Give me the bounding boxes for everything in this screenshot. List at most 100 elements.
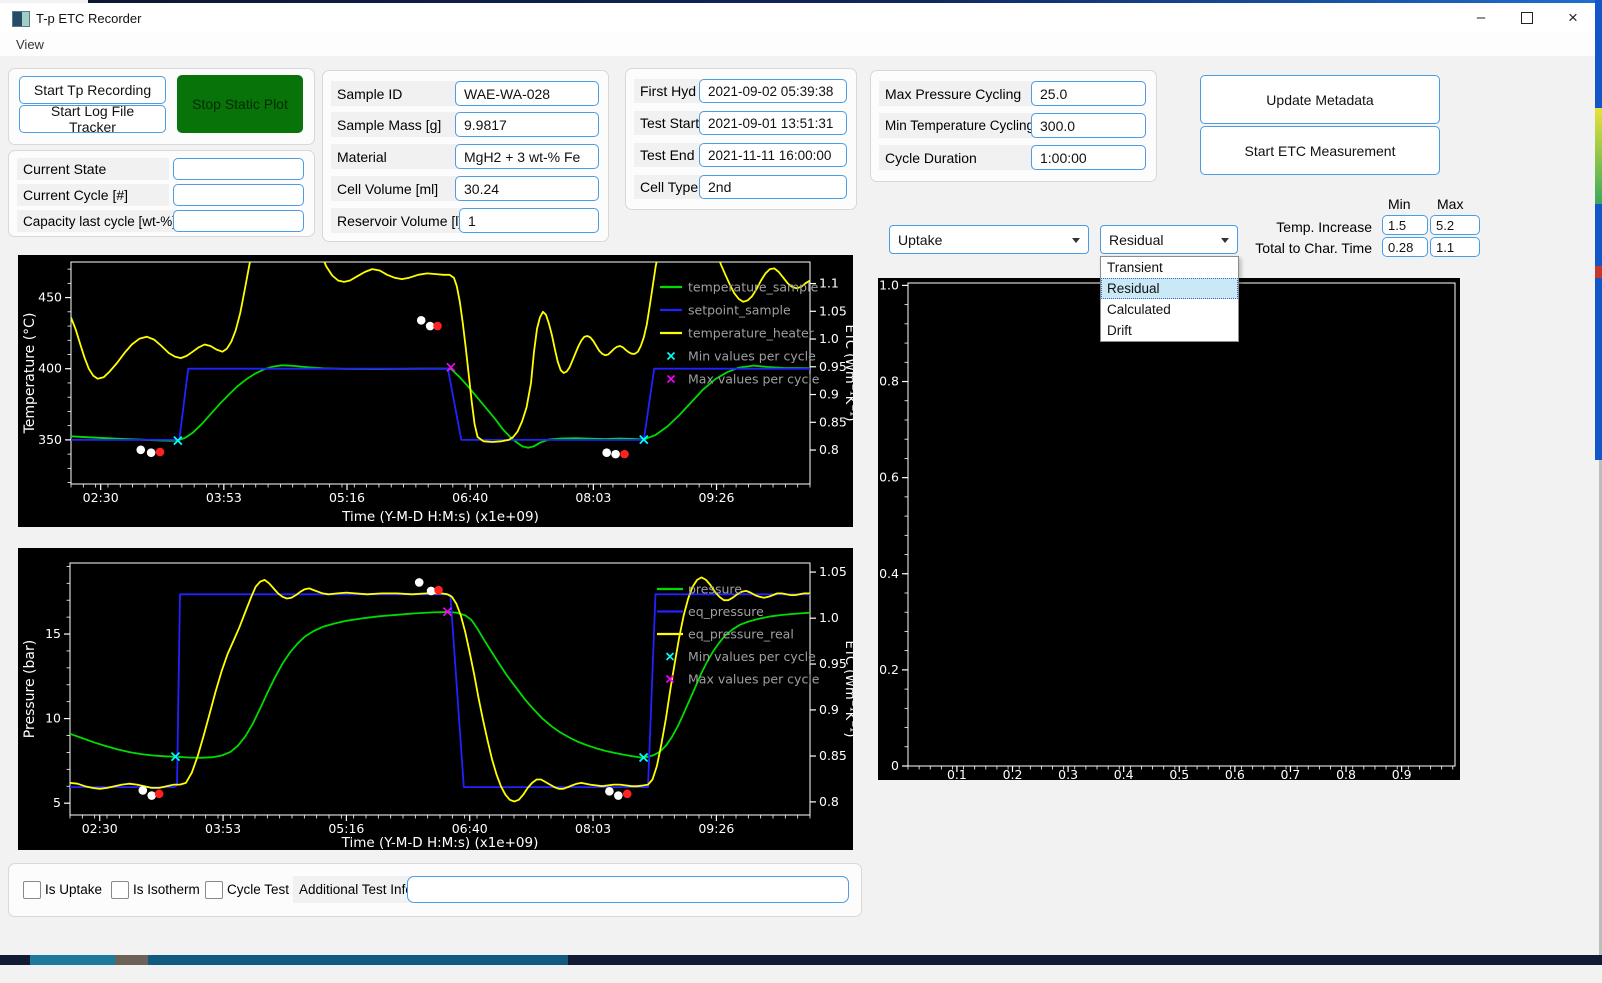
temp-increase-min-field[interactable] <box>1382 215 1428 235</box>
max-column-header: Max <box>1437 196 1464 212</box>
cycle-duration-field[interactable] <box>1031 145 1146 170</box>
dropdown-option-calculated[interactable]: Calculated <box>1107 302 1171 317</box>
total-to-char-time-min-field[interactable] <box>1382 237 1428 257</box>
maximize-button[interactable] <box>1504 3 1550 33</box>
update-metadata-button[interactable]: Update Metadata <box>1200 75 1440 124</box>
menu-view[interactable]: View <box>16 37 44 52</box>
total-to-char-time-max-field[interactable] <box>1430 237 1480 257</box>
close-button[interactable]: × <box>1568 8 1578 27</box>
background-window-top-edge <box>88 0 1602 3</box>
svg-text:Min values per cycle: Min values per cycle <box>688 349 816 364</box>
start-tp-recording-button[interactable]: Start Tp Recording <box>19 76 166 104</box>
chevron-down-icon <box>1221 237 1229 243</box>
svg-text:0.8: 0.8 <box>1336 767 1356 780</box>
svg-text:03:53: 03:53 <box>205 821 241 836</box>
svg-text:0.4: 0.4 <box>879 566 899 581</box>
svg-text:0: 0 <box>891 758 899 773</box>
first-hyd-field[interactable] <box>699 79 847 103</box>
background-window-bottom-edge-blue <box>148 955 568 965</box>
cycle-test-checkbox[interactable] <box>205 881 223 899</box>
cell-type-field[interactable] <box>699 175 847 199</box>
material-label: Material <box>331 144 461 169</box>
svg-text:0.7: 0.7 <box>1281 767 1301 780</box>
dropdown-option-drift[interactable]: Drift <box>1107 323 1132 338</box>
start-etc-measurement-button[interactable]: Start ETC Measurement <box>1200 126 1440 175</box>
minimize-button[interactable]: – <box>1476 9 1486 26</box>
svg-text:Temperature (°C): Temperature (°C) <box>22 313 38 435</box>
pressure-plot: 02:30 03:53 05:16 06:40 08:03 09:26 5 10 15 0.8 0.… <box>18 548 853 850</box>
svg-text:05:16: 05:16 <box>328 821 364 836</box>
cell-type-label: Cell Type <box>634 175 705 199</box>
temp-increase-max-field[interactable] <box>1430 215 1480 235</box>
svg-text:02:30: 02:30 <box>82 821 118 836</box>
stop-static-plot-button[interactable]: Stop Static Plot <box>177 75 303 133</box>
current-cycle-field[interactable] <box>173 184 304 206</box>
svg-text:0.95: 0.95 <box>819 359 847 374</box>
svg-text:Time (Y-M-D H:M:s) (x1e+09): Time (Y-M-D H:M:s) (x1e+09) <box>341 509 539 525</box>
test-start-field[interactable] <box>699 111 847 135</box>
max-pressure-cycling-field[interactable] <box>1031 81 1146 106</box>
svg-text:ETC (Wm⁻¹K⁻¹): ETC (Wm⁻¹K⁻¹) <box>842 641 853 738</box>
svg-text:0.8: 0.8 <box>819 794 839 809</box>
current-state-field[interactable] <box>173 158 304 180</box>
reservoir-volume-label: Reservoir Volume [l] <box>331 208 469 233</box>
svg-text:setpoint_sample: setpoint_sample <box>688 303 791 318</box>
material-field[interactable] <box>455 144 599 169</box>
svg-text:0.1: 0.1 <box>947 767 967 780</box>
svg-text:eq_pressure: eq_pressure <box>688 604 764 619</box>
test-end-field[interactable] <box>699 143 847 167</box>
additional-test-info-label: Additional Test Info <box>293 876 419 903</box>
sample-mass-label: Sample Mass [g] <box>331 112 461 137</box>
background-window-bottom-edge-gray <box>115 955 148 965</box>
start-log-file-tracker-button[interactable]: Start Log File Tracker <box>19 103 166 135</box>
cycle-duration-label: Cycle Duration <box>879 145 1039 170</box>
uptake-combobox-value: Uptake <box>898 231 943 248</box>
is-isotherm-label: Is Isotherm <box>133 882 200 897</box>
test-info-group: Is Uptake Is Isotherm Cycle Test Additio… <box>8 863 862 917</box>
svg-text:0.4: 0.4 <box>1114 767 1134 780</box>
sample-id-field[interactable] <box>455 81 599 106</box>
svg-text:400: 400 <box>38 361 62 376</box>
is-uptake-checkbox[interactable] <box>23 881 41 899</box>
svg-text:temperature_sample: temperature_sample <box>688 280 819 295</box>
dropdown-option-residual[interactable]: Residual <box>1101 278 1238 299</box>
svg-text:1.0: 1.0 <box>879 278 899 292</box>
svg-text:0.9: 0.9 <box>819 702 839 717</box>
svg-text:ETC (Wm⁻¹K⁻¹): ETC (Wm⁻¹K⁻¹) <box>842 325 853 422</box>
reservoir-volume-field[interactable] <box>459 208 599 233</box>
svg-text:Max values per cycle: Max values per cycle <box>688 372 820 387</box>
cell-volume-field[interactable] <box>455 176 599 201</box>
sample-mass-field[interactable] <box>455 112 599 137</box>
background-window-bottom-edge <box>0 955 1602 965</box>
dropdown-option-transient[interactable]: Transient <box>1107 260 1163 275</box>
min-column-header: Min <box>1388 196 1411 212</box>
additional-test-info-field[interactable] <box>407 876 849 903</box>
chevron-down-icon <box>1072 237 1080 243</box>
svg-text:eq_pressure_real: eq_pressure_real <box>688 627 794 642</box>
current-cycle-label: Current Cycle [#] <box>17 184 169 206</box>
svg-text:0.3: 0.3 <box>1058 767 1078 780</box>
mode-combobox[interactable]: Residual <box>1100 225 1238 254</box>
temp-increase-label: Temp. Increase <box>1276 219 1372 235</box>
capacity-last-cycle-field[interactable] <box>173 210 304 232</box>
svg-text:05:16: 05:16 <box>329 490 365 505</box>
svg-text:06:40: 06:40 <box>452 821 488 836</box>
mode-dropdown-list: Transient Residual Calculated Drift <box>1100 256 1239 342</box>
svg-text:09:26: 09:26 <box>698 821 734 836</box>
current-state-label: Current State <box>17 158 169 180</box>
svg-text:0.85: 0.85 <box>819 414 847 429</box>
background-window-bottom-edge-teal <box>30 955 115 965</box>
is-isotherm-checkbox[interactable] <box>111 881 129 899</box>
min-temperature-cycling-field[interactable] <box>1031 113 1146 138</box>
background-window-right-edge-red <box>1595 266 1602 278</box>
svg-text:0.2: 0.2 <box>1003 767 1023 780</box>
sample-id-label: Sample ID <box>331 81 461 106</box>
svg-text:0.8: 0.8 <box>879 374 899 389</box>
svg-text:08:03: 08:03 <box>575 490 611 505</box>
min-temperature-cycling-label: Min Temperature Cycling <box>879 113 1039 138</box>
sample-metadata-group: Sample ID Sample Mass [g] Material Cell … <box>322 70 609 242</box>
uptake-combobox[interactable]: Uptake <box>889 225 1089 254</box>
svg-text:1.05: 1.05 <box>819 564 847 579</box>
svg-text:02:30: 02:30 <box>83 490 119 505</box>
